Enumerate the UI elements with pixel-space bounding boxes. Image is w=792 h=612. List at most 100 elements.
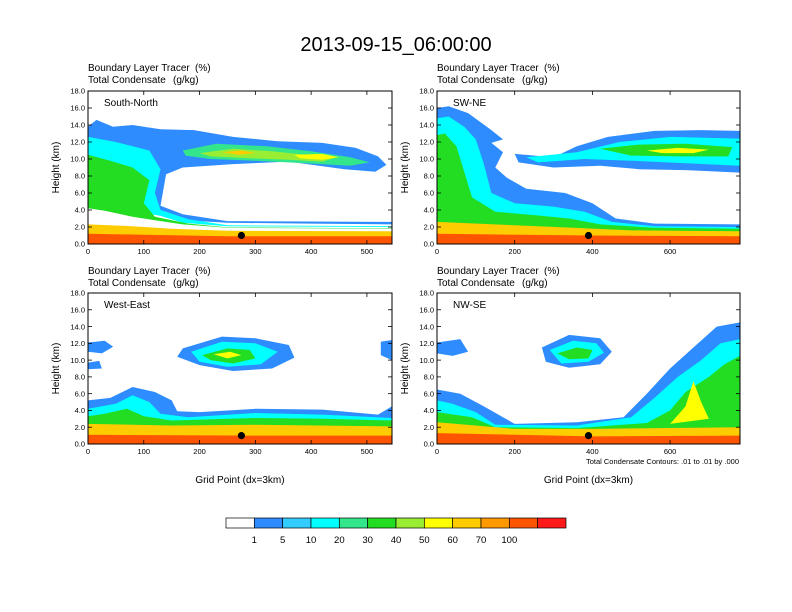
contour-fill-100 bbox=[88, 434, 392, 444]
y-tick-label: 6.0 bbox=[424, 389, 434, 398]
panel-subtitle-condensate-unit: (g/kg) bbox=[173, 278, 199, 289]
colorbar-swatch bbox=[480, 517, 510, 529]
y-tick-label: 12.0 bbox=[419, 339, 434, 348]
y-tick-label: 16.0 bbox=[419, 104, 434, 113]
colorbar-swatch bbox=[537, 517, 567, 529]
y-tick-label: 2.0 bbox=[424, 423, 434, 432]
panel-2: Boundary Layer Tracer (%) Total Condensate… bbox=[400, 63, 741, 256]
contour-fill-50 bbox=[646, 147, 709, 154]
y-tick-label: 14.0 bbox=[419, 121, 434, 130]
y-tick-label: 8.0 bbox=[424, 373, 434, 382]
x-tick-label: 100 bbox=[138, 447, 151, 456]
y-tick-label: 14.0 bbox=[70, 322, 85, 331]
x-tick-label: 600 bbox=[664, 247, 677, 256]
y-tick-label: 0.0 bbox=[424, 440, 434, 449]
panel-subtitle-condensate-unit: (g/kg) bbox=[173, 75, 199, 86]
y-tick-label: 12.0 bbox=[70, 339, 85, 348]
contour-fill-1 bbox=[88, 340, 114, 354]
y-tick-label: 16.0 bbox=[70, 104, 85, 113]
plot-frame bbox=[436, 292, 741, 445]
y-axis-label: Height (km) bbox=[51, 142, 62, 194]
colorbar-tick-label: 70 bbox=[476, 535, 487, 546]
contour-fill-50 bbox=[213, 351, 242, 359]
y-tick-label: 4.0 bbox=[75, 206, 85, 215]
y-tick-label: 2.0 bbox=[424, 223, 434, 232]
location-marker bbox=[237, 231, 245, 240]
y-tick-label: 18.0 bbox=[419, 289, 434, 298]
panel-label: South-North bbox=[104, 98, 158, 109]
contour-fill-1 bbox=[380, 340, 392, 361]
contour-fill-100 bbox=[88, 233, 392, 244]
location-marker bbox=[584, 432, 593, 440]
y-tick-label: 2.0 bbox=[75, 223, 85, 232]
colorbar-tick-label: 20 bbox=[334, 535, 345, 546]
x-tick-label: 300 bbox=[249, 247, 262, 256]
colorbar-tick-label: 1 bbox=[252, 535, 257, 546]
location-marker bbox=[584, 231, 593, 240]
x-tick-label: 0 bbox=[435, 447, 439, 456]
y-axis-label: Height (km) bbox=[400, 343, 411, 395]
colorbar-swatch bbox=[225, 517, 255, 529]
panel-subtitle-condensate: Total Condensate bbox=[437, 75, 515, 86]
colorbar-tick-label: 50 bbox=[419, 535, 430, 546]
contour-fill-30 bbox=[557, 347, 593, 360]
y-tick-label: 18.0 bbox=[70, 87, 85, 96]
contour-fill-30 bbox=[88, 154, 392, 244]
x-tick-label: 0 bbox=[86, 447, 90, 456]
panel-subtitle-condensate-unit: (g/kg) bbox=[522, 75, 548, 86]
y-tick-label: 14.0 bbox=[70, 121, 85, 130]
colorbar-swatch bbox=[395, 517, 425, 529]
x-tick-label: 400 bbox=[586, 247, 599, 256]
panel-subtitle-condensate: Total Condensate bbox=[437, 278, 515, 289]
colorbar-swatch bbox=[282, 517, 312, 529]
y-tick-label: 0.0 bbox=[75, 240, 85, 249]
x-tick-label: 100 bbox=[138, 247, 151, 256]
y-tick-label: 4.0 bbox=[424, 406, 434, 415]
x-tick-label: 300 bbox=[249, 447, 262, 456]
panel-subtitle-condensate-unit: (g/kg) bbox=[522, 278, 548, 289]
y-tick-label: 10.0 bbox=[70, 356, 85, 365]
colorbar-swatch bbox=[253, 517, 284, 529]
colorbar-tick-label: 10 bbox=[306, 535, 317, 546]
colorbar-swatch bbox=[423, 517, 454, 529]
panel-subtitle-condensate: Total Condensate bbox=[88, 75, 166, 86]
x-tick-label: 0 bbox=[86, 247, 90, 256]
field-layers bbox=[88, 119, 392, 244]
colorbar-tick-label: 30 bbox=[362, 535, 373, 546]
y-tick-label: 14.0 bbox=[419, 322, 434, 331]
panel-subtitle-tracer: Boundary Layer Tracer bbox=[88, 63, 190, 74]
contour-fill-50 bbox=[294, 153, 339, 160]
y-tick-label: 4.0 bbox=[424, 206, 434, 215]
contour-fill-50 bbox=[670, 381, 709, 424]
colorbar-swatch bbox=[508, 517, 539, 529]
colorbar-swatch bbox=[338, 517, 369, 529]
colorbar-tick-label: 100 bbox=[501, 535, 517, 546]
y-tick-label: 6.0 bbox=[424, 189, 434, 198]
panel-subtitle-tracer: Boundary Layer Tracer bbox=[437, 63, 539, 74]
panel-4: Boundary Layer Tracer (%) Total Condensate… bbox=[400, 266, 741, 486]
x-tick-label: 400 bbox=[305, 447, 318, 456]
y-axis-label: Height (km) bbox=[51, 343, 62, 395]
x-axis-label: Grid Point (dx=3km) bbox=[544, 475, 633, 486]
y-tick-label: 6.0 bbox=[75, 389, 85, 398]
panel-subtitle-tracer-unit: (%) bbox=[544, 63, 560, 74]
panel-label: SW-NE bbox=[453, 98, 486, 109]
contour-fill-10 bbox=[437, 116, 740, 244]
y-tick-label: 10.0 bbox=[70, 155, 85, 164]
colorbar-tick-label: 60 bbox=[447, 535, 458, 546]
y-tick-label: 12.0 bbox=[419, 138, 434, 147]
y-tick-label: 18.0 bbox=[419, 87, 434, 96]
y-tick-label: 8.0 bbox=[75, 373, 85, 382]
panel-subtitle-tracer-unit: (%) bbox=[544, 266, 560, 277]
panel-label: NW-SE bbox=[453, 300, 486, 311]
x-tick-label: 600 bbox=[664, 447, 677, 456]
contour-fill-30 bbox=[437, 355, 740, 444]
y-tick-label: 0.0 bbox=[424, 240, 434, 249]
contour-fill-1 bbox=[437, 339, 469, 356]
y-tick-label: 8.0 bbox=[75, 172, 85, 181]
x-tick-label: 400 bbox=[586, 447, 599, 456]
y-tick-label: 12.0 bbox=[70, 138, 85, 147]
y-axis-label: Height (km) bbox=[400, 142, 411, 194]
